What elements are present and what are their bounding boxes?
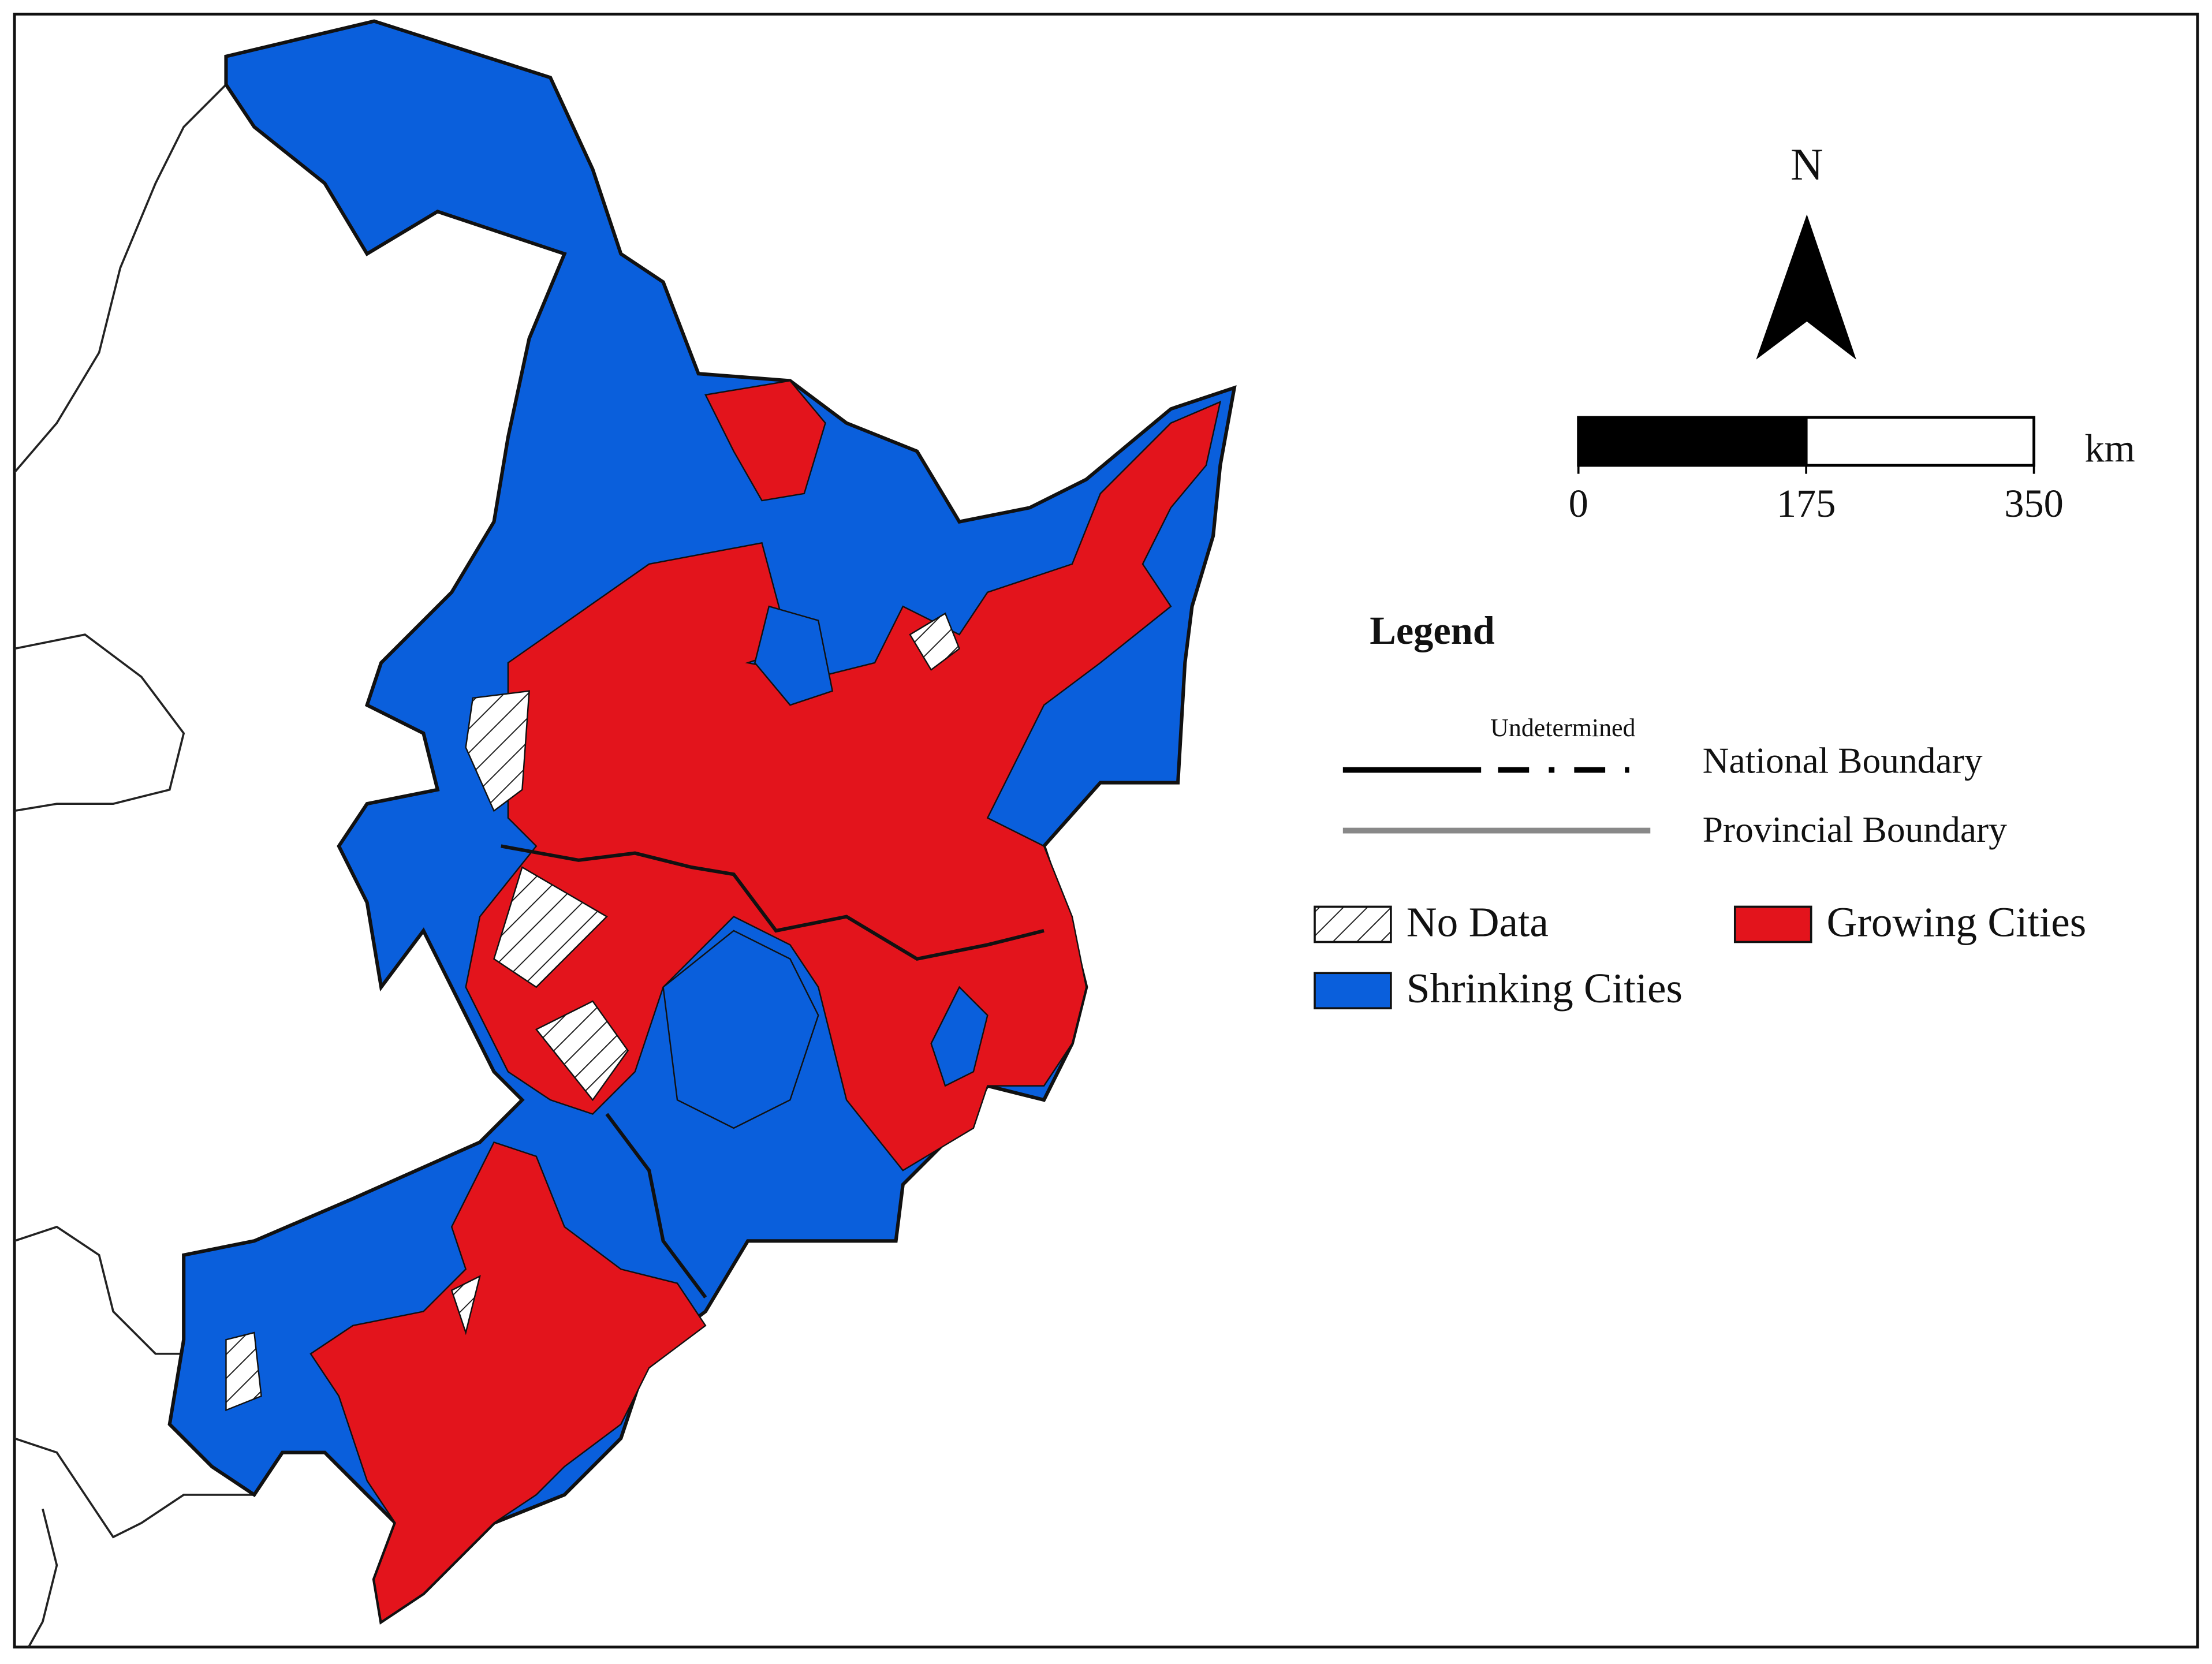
scale-label: 175 bbox=[1777, 482, 1836, 525]
no-data-region bbox=[225, 1331, 262, 1412]
no-data-region bbox=[450, 1275, 481, 1335]
scale-label: 0 bbox=[1569, 482, 1588, 525]
north-arrow bbox=[1756, 214, 1856, 360]
scale-label: 350 bbox=[2004, 482, 2064, 525]
north-label: N bbox=[1791, 139, 1823, 189]
scale-unit: km bbox=[2085, 427, 2135, 471]
legend-swatch bbox=[1733, 905, 1812, 943]
legend-label: Provincial Boundary bbox=[1703, 809, 2008, 850]
shrinking-region bbox=[930, 986, 989, 1087]
legend-label: National Boundary bbox=[1703, 740, 1983, 781]
growing-region bbox=[465, 401, 1222, 1171]
legend-label: No Data bbox=[1407, 898, 1549, 945]
no-data-region bbox=[535, 1000, 629, 1102]
growing-region bbox=[309, 1141, 707, 1623]
legend-title: Legend bbox=[1370, 609, 1495, 652]
legend-label: Shrinking Cities bbox=[1407, 965, 1683, 1012]
legend-swatch bbox=[1314, 905, 1392, 943]
undetermined-label: Undetermined bbox=[1490, 714, 1635, 742]
no-data-region bbox=[465, 690, 530, 812]
no-data-region bbox=[909, 612, 960, 671]
legend-label: Growing Cities bbox=[1827, 898, 2087, 945]
neighbor-regions bbox=[13, 56, 255, 1648]
growing-region bbox=[704, 380, 826, 502]
legend-swatch bbox=[1314, 972, 1392, 1010]
shrinking-region bbox=[754, 605, 834, 706]
shrinking-region bbox=[662, 930, 819, 1129]
provincial-boundary bbox=[501, 844, 1045, 1299]
no-data-region bbox=[493, 866, 608, 988]
scale-segment bbox=[1804, 416, 2036, 467]
scale-segment bbox=[1577, 416, 1808, 467]
